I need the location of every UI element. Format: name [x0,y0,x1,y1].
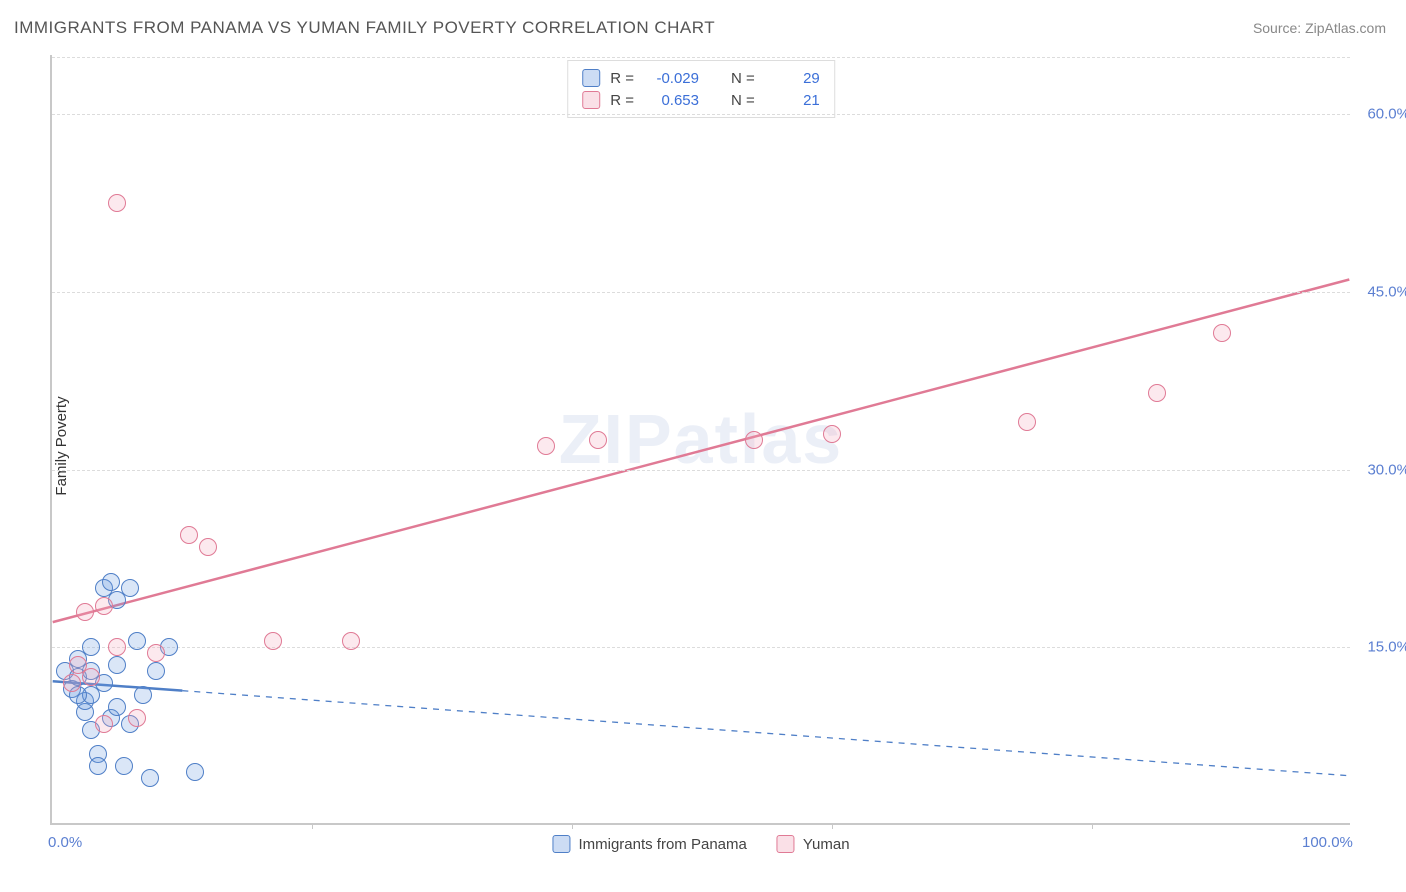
gridline-h [52,647,1350,648]
r-label: R = [610,70,634,87]
data-point [342,632,360,650]
gridline-h [52,114,1350,115]
data-point [589,431,607,449]
data-point [147,644,165,662]
source-credit: Source: ZipAtlas.com [1253,20,1386,36]
gridline-h [52,57,1350,58]
y-tick-label: 30.0% [1355,461,1406,478]
x-tick [572,823,573,829]
n-label: N = [731,92,755,109]
data-point [121,579,139,597]
legend-swatch [777,835,795,853]
y-tick-label: 45.0% [1355,283,1406,300]
data-point [95,597,113,615]
data-point [823,425,841,443]
data-point [147,662,165,680]
data-point [102,573,120,591]
data-point [63,674,81,692]
gridline-h [52,470,1350,471]
data-point [82,638,100,656]
y-tick-label: 60.0% [1355,106,1406,123]
data-point [141,769,159,787]
data-point [1213,324,1231,342]
data-point [537,437,555,455]
data-point [1148,384,1166,402]
plot-area: ZIPatlas R =-0.029N =29R =0.653N =21 Imm… [50,55,1350,825]
data-point [108,638,126,656]
data-point [89,757,107,775]
x-tick-label: 0.0% [48,834,82,851]
data-point [108,194,126,212]
legend-swatch [582,91,600,109]
correlation-legend: R = -0.029 N = 29 R = 0.653 N = 21 [567,60,835,118]
x-tick-label: 100.0% [1302,834,1353,851]
x-tick [312,823,313,829]
legend-row: R = 0.653 N = 21 [582,89,820,111]
r-value: -0.029 [644,70,699,87]
data-point [128,632,146,650]
data-point [1018,413,1036,431]
data-point [745,431,763,449]
n-value: 29 [765,70,820,87]
data-point [108,656,126,674]
n-label: N = [731,70,755,87]
r-label: R = [610,92,634,109]
data-point [95,715,113,733]
legend-item: Immigrants from Panama [552,835,746,853]
legend-row: R = -0.029 N = 29 [582,67,820,89]
x-tick [1092,823,1093,829]
r-value: 0.653 [644,92,699,109]
gridline-h [52,292,1350,293]
source-link[interactable]: ZipAtlas.com [1305,20,1386,36]
legend-swatch [582,69,600,87]
data-point [115,757,133,775]
trend-line-dashed [182,691,1349,776]
chart-container: IMMIGRANTS FROM PANAMA VS YUMAN FAMILY P… [0,0,1406,892]
legend-label: Immigrants from Panama [578,836,746,853]
source-label: Source: [1253,20,1305,36]
data-point [82,668,100,686]
data-point [76,603,94,621]
data-point [180,526,198,544]
x-tick [832,823,833,829]
data-point [108,698,126,716]
legend-swatch [552,835,570,853]
data-point [264,632,282,650]
data-point [128,709,146,727]
legend-item: Yuman [777,835,850,853]
legend-label: Yuman [803,836,850,853]
data-point [186,763,204,781]
data-point [134,686,152,704]
series-legend: Immigrants from Panama Yuman [552,835,849,853]
trend-line-solid [53,279,1350,622]
data-point [199,538,217,556]
chart-title: IMMIGRANTS FROM PANAMA VS YUMAN FAMILY P… [14,18,715,38]
n-value: 21 [765,92,820,109]
trend-lines [52,55,1350,823]
y-tick-label: 15.0% [1355,639,1406,656]
